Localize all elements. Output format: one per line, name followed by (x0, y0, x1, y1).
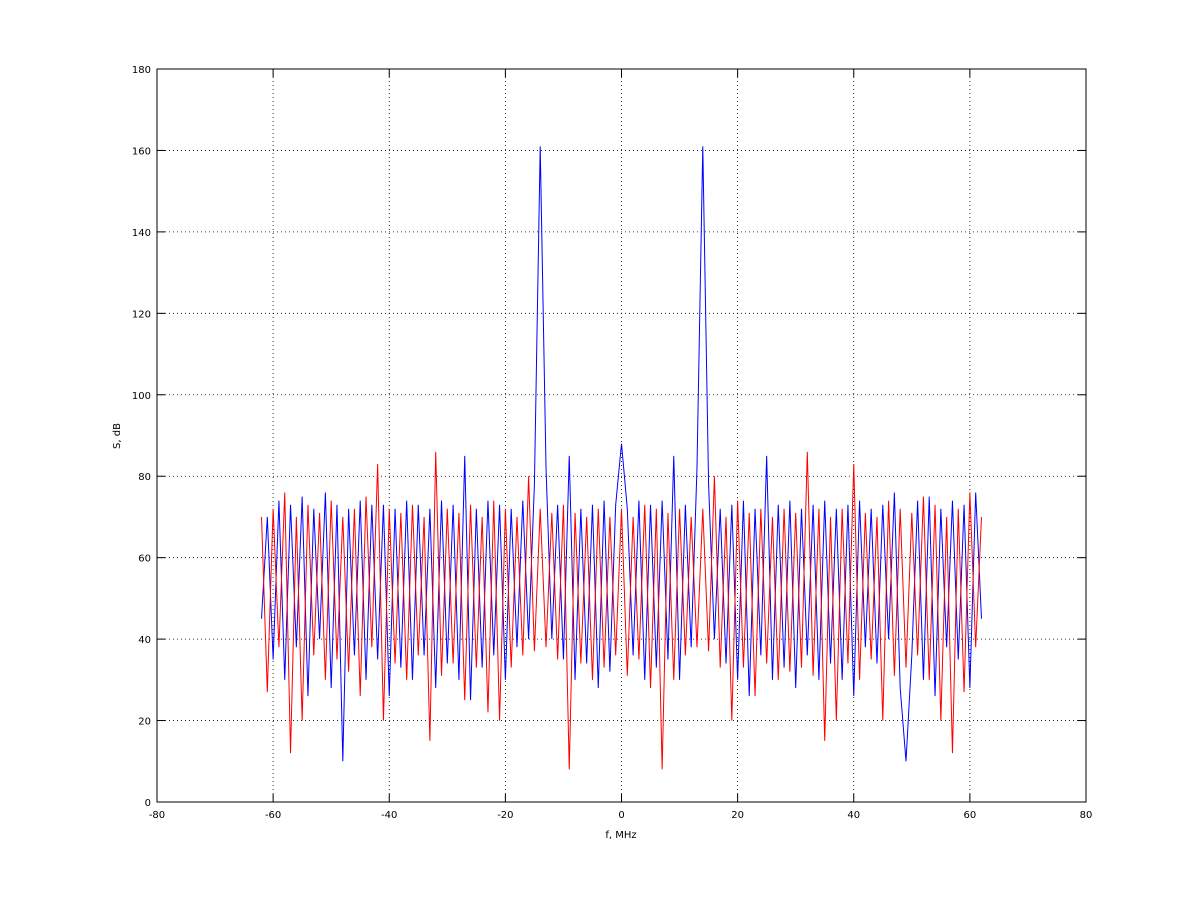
series-line (261, 451, 982, 770)
plot-area (261, 146, 982, 770)
x-tick-label: 40 (847, 810, 860, 821)
x-tick-label: -60 (265, 810, 281, 821)
y-tick-label: 160 (132, 146, 151, 157)
y-tick-label: 40 (138, 635, 151, 646)
x-tick-label: 80 (1080, 810, 1093, 821)
ticks: -80 -60 -40 -20 0 20 40 60 80 0 20 40 60 80 100 120 140 1… (132, 65, 1092, 821)
x-tick-label: 0 (618, 810, 624, 821)
y-tick-label: 100 (132, 391, 151, 402)
y-axis-label: S, dB (112, 423, 123, 449)
x-tick-label: -20 (497, 810, 513, 821)
x-tick-label: 60 (964, 810, 977, 821)
y-tick-label: 60 (138, 554, 151, 565)
series-line (261, 146, 982, 762)
y-tick-label: 20 (138, 717, 151, 728)
y-tick-label: 140 (132, 228, 151, 239)
x-tick-label: 20 (731, 810, 744, 821)
x-tick-label: -80 (149, 810, 165, 821)
y-tick-label: 180 (132, 65, 151, 76)
y-tick-label: 120 (132, 309, 151, 320)
y-tick-label: 80 (138, 472, 151, 483)
x-tick-label: -40 (381, 810, 397, 821)
y-tick-label: 0 (145, 798, 151, 809)
x-axis-label: f, MHz (605, 830, 636, 841)
